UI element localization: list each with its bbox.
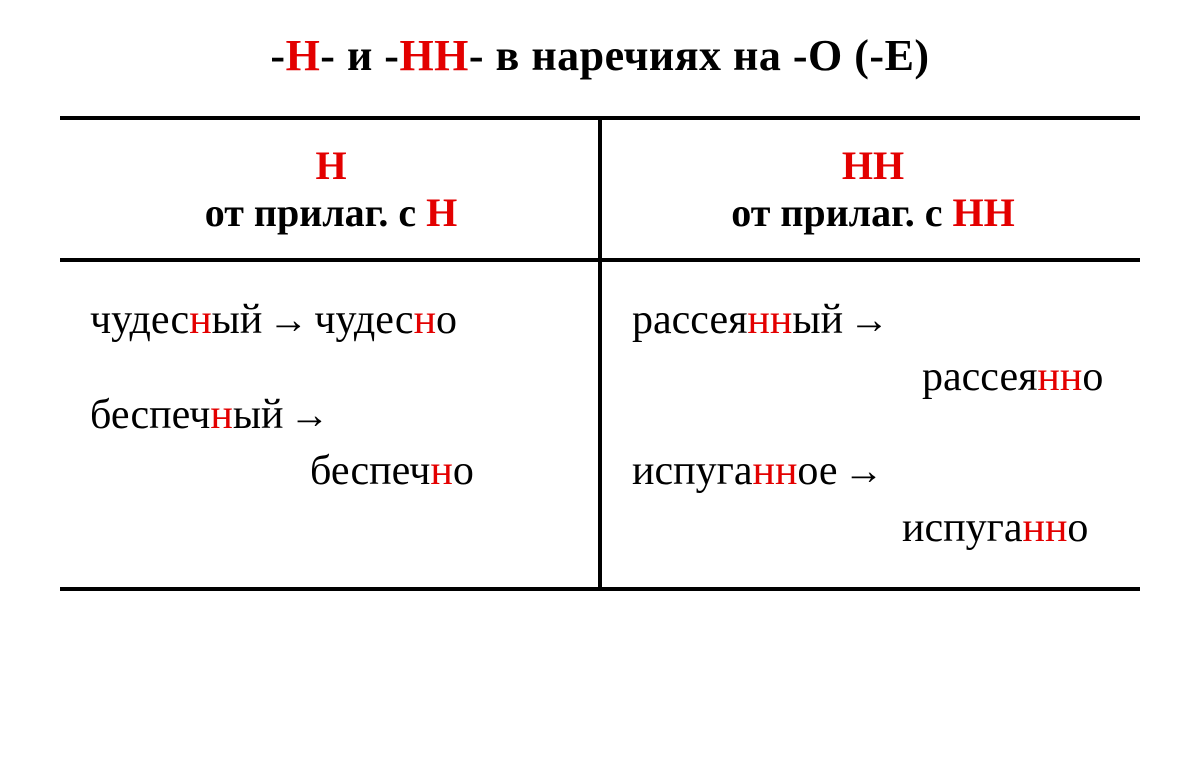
src-word: испуганное [632, 448, 838, 494]
word-part: ое [797, 448, 837, 494]
word-part: ый [233, 392, 284, 438]
column-header-nn: НН от прилаг. с НН [600, 118, 1140, 260]
word-hl: нн [752, 448, 797, 494]
title-text: - и - [320, 31, 399, 80]
column-body-nn: рассеянный→ рассеянно испуганное→ испуга… [600, 260, 1140, 589]
word-pair: беспечный→ беспечно [90, 387, 572, 500]
word-part: ый [212, 297, 263, 343]
word-pair: чудесный→чудесно [90, 292, 572, 349]
word-hl: нн [1037, 354, 1082, 400]
word-part: чудес [90, 297, 189, 343]
word-hl: нн [1022, 505, 1067, 551]
src-word: беспечный [90, 392, 284, 438]
title-hl-2: НН [399, 31, 468, 80]
src-line: испуганное→ [632, 443, 1114, 500]
word-part: о [1082, 354, 1103, 400]
dst-word: рассеянно [922, 354, 1103, 400]
word-hl: н [210, 392, 232, 438]
dst-word: беспечно [310, 448, 474, 494]
dst-line: испуганно [632, 500, 1114, 557]
column-header-n: Н от прилаг. с Н [60, 118, 600, 260]
arrow-icon: → [284, 392, 336, 437]
table-body-row: чудесный→чудесно беспечный→ беспечно рас… [60, 260, 1140, 589]
word-part: беспеч [90, 392, 210, 438]
word-part: ый [792, 297, 843, 343]
table-header-row: Н от прилаг. с Н НН от прилаг. с НН [60, 118, 1140, 260]
header-pre: от прилаг. с [205, 190, 426, 235]
column-body-n: чудесный→чудесно беспечный→ беспечно [60, 260, 600, 589]
dst-line: рассеянно [632, 349, 1114, 406]
header-pre: от прилаг. с [731, 190, 952, 235]
header-text: от прилаг. с Н [90, 189, 572, 236]
word-hl: н [430, 448, 452, 494]
src-line: рассеянный→ [632, 292, 1114, 349]
word-part: чудес [314, 297, 413, 343]
word-part: о [453, 448, 474, 494]
word-part: беспеч [310, 448, 430, 494]
word-hl: нн [747, 297, 792, 343]
rule-table: Н от прилаг. с Н НН от прилаг. с НН чуде… [60, 116, 1140, 591]
dst-word: чудесно [314, 297, 457, 343]
word-part: рассея [922, 354, 1037, 400]
header-hl: НН [632, 142, 1114, 189]
page-title: -Н- и -НН- в наречиях на -О (-Е) [60, 30, 1140, 81]
word-part: о [436, 297, 457, 343]
src-word: рассеянный [632, 297, 843, 343]
title-text: - [270, 31, 285, 80]
arrow-icon: → [838, 448, 890, 493]
arrow-icon: → [262, 297, 314, 342]
word-pair: рассеянный→ рассеянно [632, 292, 1114, 405]
dst-word: испуганно [902, 505, 1088, 551]
word-part: рассея [632, 297, 747, 343]
header-hl: Н [90, 142, 572, 189]
header-text: от прилаг. с НН [632, 189, 1114, 236]
header-hl-inline: НН [953, 190, 1015, 235]
header-hl-inline: Н [426, 190, 457, 235]
title-text: - в наречиях на -О (-Е) [469, 31, 930, 80]
word-part: о [1067, 505, 1088, 551]
word-hl: н [189, 297, 211, 343]
dst-line: беспечно [90, 443, 572, 500]
title-hl-1: Н [286, 31, 321, 80]
src-word: чудесный [90, 297, 262, 343]
word-hl: н [414, 297, 436, 343]
word-pair: испуганное→ испуганно [632, 443, 1114, 556]
arrow-icon: → [843, 297, 895, 342]
word-part: испуга [632, 448, 752, 494]
src-line: беспечный→ [90, 387, 572, 444]
word-part: испуга [902, 505, 1022, 551]
